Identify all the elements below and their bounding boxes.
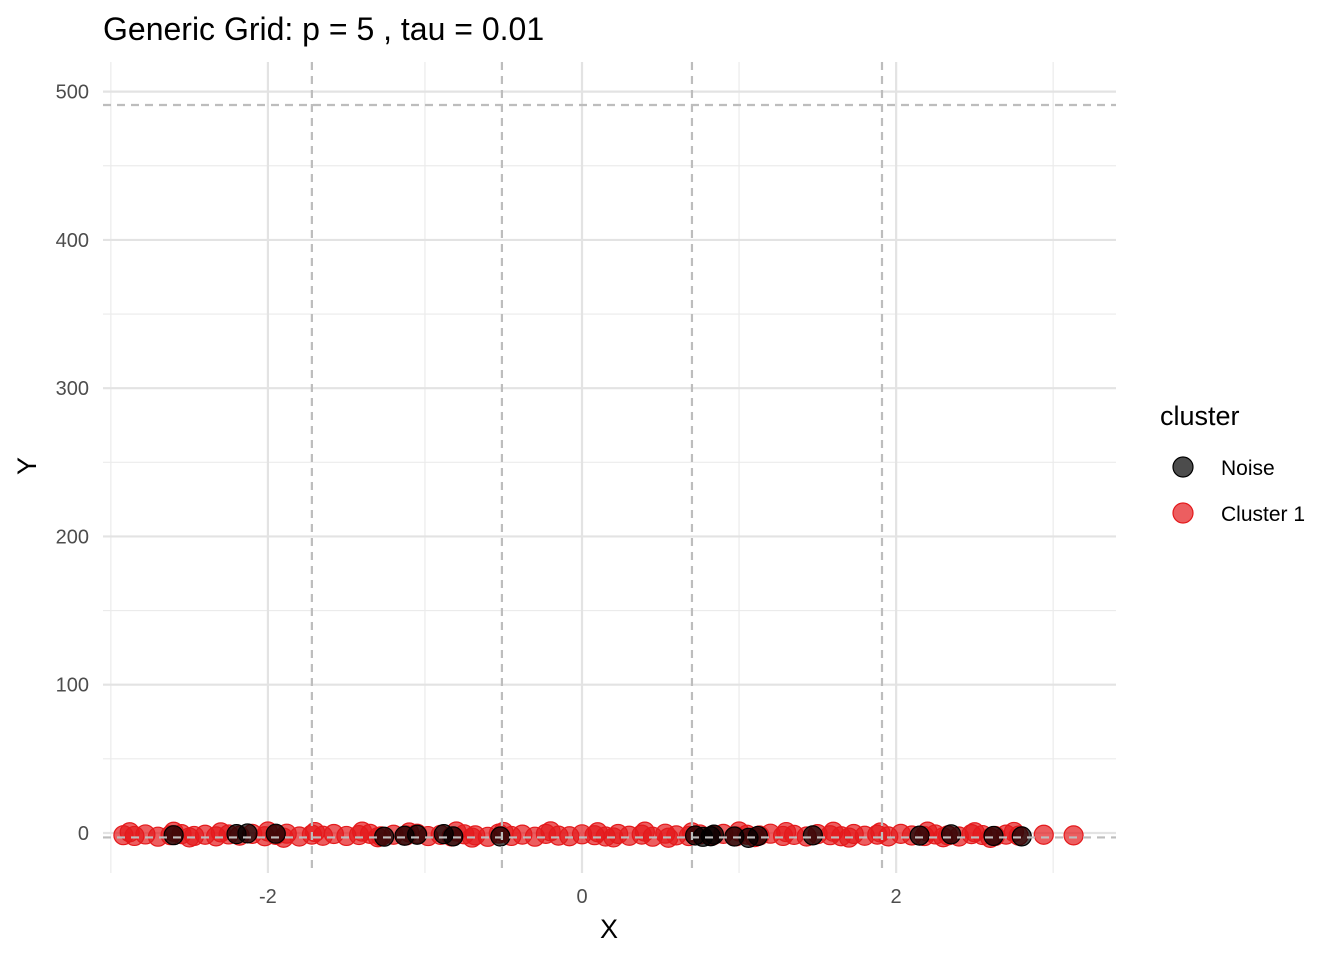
y-tick-label: 200 [56, 526, 89, 548]
y-tick-label: 400 [56, 230, 89, 252]
chart-title: Generic Grid: p = 5 , tau = 0.01 [103, 11, 544, 47]
point-cluster-1 [540, 821, 561, 842]
legend-label-cluster-1: Cluster 1 [1221, 503, 1305, 526]
legend-label-noise: Noise [1221, 457, 1275, 480]
y-axis-ticks: 0 100 200 300 400 500 [56, 82, 89, 845]
y-tick-label: 0 [78, 823, 89, 845]
y-tick-label: 100 [56, 675, 89, 697]
point-noise [909, 825, 930, 846]
major-grid [103, 62, 1116, 873]
point-noise [940, 824, 962, 845]
legend: cluster Noise Cluster 1 [1160, 401, 1305, 526]
point-noise [703, 824, 725, 845]
x-axis-ticks: -2 0 2 [259, 886, 902, 908]
x-tick-label: 0 [576, 886, 587, 908]
point-noise [747, 825, 769, 847]
y-tick-label: 300 [56, 378, 89, 400]
point-cluster-1 [119, 822, 140, 843]
point-cluster-1 [1063, 825, 1084, 846]
x-tick-label: -2 [259, 886, 277, 908]
point-noise [983, 825, 1004, 847]
point-cluster-1 [1033, 824, 1054, 845]
point-noise [802, 825, 823, 846]
grid-boundary-lines [103, 62, 1116, 873]
x-axis-title: X [600, 914, 618, 944]
point-noise [237, 823, 258, 844]
point-cluster-1 [304, 821, 326, 843]
data-points [113, 821, 1084, 848]
legend-key-cluster-1 [1172, 502, 1194, 524]
minor-grid [103, 62, 1116, 873]
point-noise [407, 824, 428, 845]
point-cluster-1 [776, 821, 797, 843]
legend-title: cluster [1160, 401, 1240, 431]
y-axis-title: Y [12, 457, 42, 475]
point-noise [265, 823, 286, 844]
x-tick-label: 2 [891, 886, 902, 908]
point-cluster-1 [870, 822, 891, 843]
y-tick-label: 500 [56, 82, 89, 104]
point-noise [163, 825, 184, 846]
legend-key-noise [1172, 456, 1194, 478]
